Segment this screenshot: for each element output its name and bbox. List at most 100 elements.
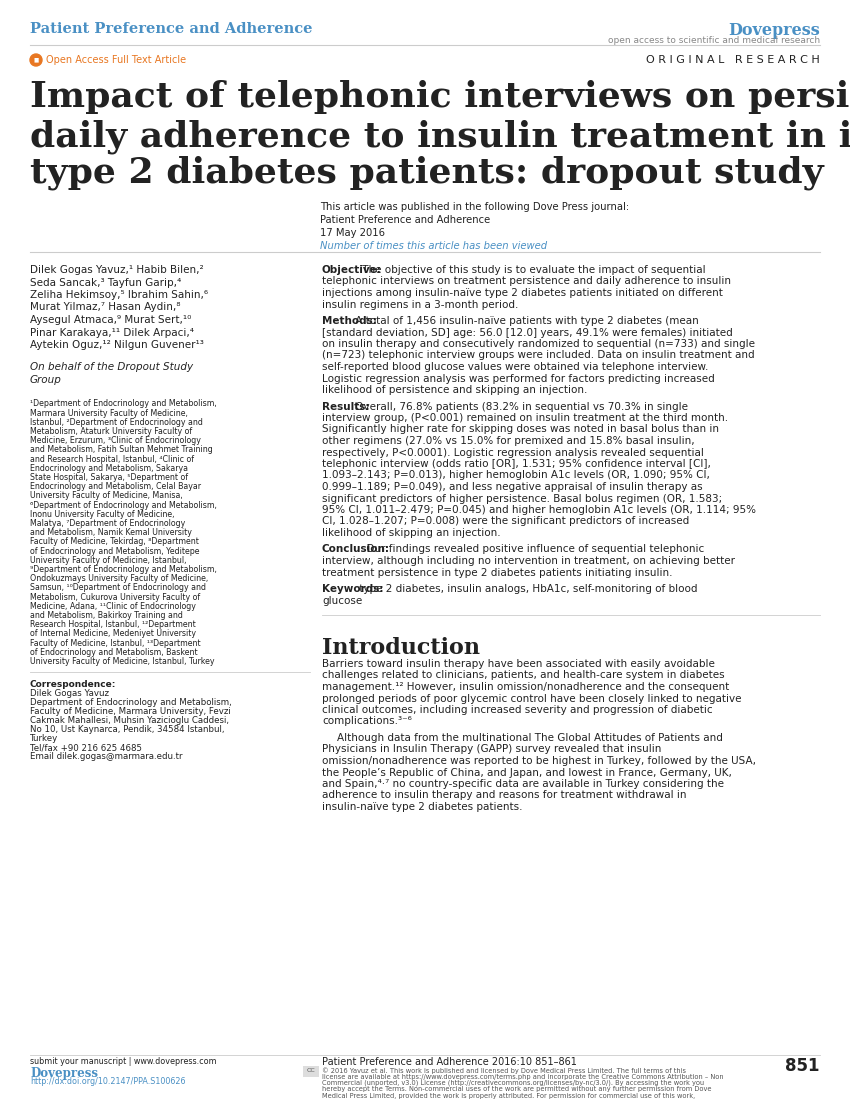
Text: Metabolism, Cukurova University Faculty of: Metabolism, Cukurova University Faculty … [30, 593, 201, 602]
Text: Ondokuzmays University Faculty of Medicine,: Ondokuzmays University Faculty of Medici… [30, 574, 208, 583]
Text: Seda Sancak,³ Tayfun Garip,⁴: Seda Sancak,³ Tayfun Garip,⁴ [30, 277, 181, 287]
Text: Istanbul, ²Department of Endocrinology and: Istanbul, ²Department of Endocrinology a… [30, 418, 203, 427]
Text: on insulin therapy and consecutively randomized to sequential (n=733) and single: on insulin therapy and consecutively ran… [322, 339, 755, 349]
Text: other regimens (27.0% vs 15.0% for premixed and 15.8% basal insulin,: other regimens (27.0% vs 15.0% for premi… [322, 436, 694, 446]
Text: Conclusion:: Conclusion: [322, 544, 390, 554]
Text: complications.³⁻⁶: complications.³⁻⁶ [322, 716, 412, 726]
Text: insulin regimens in a 3-month period.: insulin regimens in a 3-month period. [322, 299, 518, 309]
Text: Dilek Gogas Yavuz,¹ Habib Bilen,²: Dilek Gogas Yavuz,¹ Habib Bilen,² [30, 265, 204, 275]
Text: Logistic regression analysis was performed for factors predicting increased: Logistic regression analysis was perform… [322, 374, 715, 384]
Text: CI, 1.028–1.207; P=0.008) were the significant predictors of increased: CI, 1.028–1.207; P=0.008) were the signi… [322, 517, 689, 527]
Text: Cakmak Mahallesi, Muhsin Yazicioglu Caddesi,: Cakmak Mahallesi, Muhsin Yazicioglu Cadd… [30, 716, 229, 725]
Text: and Metabolism, Fatih Sultan Mehmet Training: and Metabolism, Fatih Sultan Mehmet Trai… [30, 446, 212, 454]
Text: University Faculty of Medicine, Manisa,: University Faculty of Medicine, Manisa, [30, 492, 183, 500]
Text: Metabolism, Ataturk University Faculty of: Metabolism, Ataturk University Faculty o… [30, 427, 192, 436]
Text: Correspondence:: Correspondence: [30, 680, 116, 690]
Text: Pinar Karakaya,¹¹ Dilek Arpaci,⁴: Pinar Karakaya,¹¹ Dilek Arpaci,⁴ [30, 328, 194, 338]
Text: State Hospital, Sakarya, ⁵Department of: State Hospital, Sakarya, ⁵Department of [30, 473, 188, 482]
Text: Significantly higher rate for skipping doses was noted in basal bolus than in: Significantly higher rate for skipping d… [322, 425, 719, 435]
Text: Dilek Gogas Yavuz: Dilek Gogas Yavuz [30, 690, 109, 698]
Text: injections among insulin-naïve type 2 diabetes patients initiated on different: injections among insulin-naïve type 2 di… [322, 288, 722, 298]
Text: ¹Department of Endocrinology and Metabolism,: ¹Department of Endocrinology and Metabol… [30, 399, 217, 408]
Text: license are available at https://www.dovepress.com/terms.php and incorporate the: license are available at https://www.dov… [322, 1074, 723, 1079]
Bar [303, 1066, 319, 1077]
Text: Dovepress: Dovepress [728, 22, 820, 38]
Text: telephonic interviews on treatment persistence and daily adherence to insulin: telephonic interviews on treatment persi… [322, 276, 731, 286]
Text: Number of times this article has been viewed: Number of times this article has been vi… [320, 241, 547, 251]
Text: Aytekin Oguz,¹² Nilgun Guvener¹³: Aytekin Oguz,¹² Nilgun Guvener¹³ [30, 340, 204, 350]
Text: Research Hospital, Istanbul, ¹²Department: Research Hospital, Istanbul, ¹²Departmen… [30, 620, 196, 629]
Text: © 2016 Yavuz et al. This work is published and licensed by Dove Medical Press Li: © 2016 Yavuz et al. This work is publish… [322, 1067, 686, 1074]
Text: glucose: glucose [322, 595, 362, 605]
Text: http://dx.doi.org/10.2147/PPA.S100626: http://dx.doi.org/10.2147/PPA.S100626 [30, 1077, 185, 1086]
Text: Patient Preference and Adherence: Patient Preference and Adherence [320, 214, 490, 225]
Text: Our findings revealed positive influence of sequential telephonic: Our findings revealed positive influence… [363, 544, 705, 554]
Text: ■: ■ [33, 57, 38, 63]
Text: Tel/fax +90 216 625 4685: Tel/fax +90 216 625 4685 [30, 744, 142, 752]
Text: No 10, Ust Kaynarca, Pendik, 34584 Istanbul,: No 10, Ust Kaynarca, Pendik, 34584 Istan… [30, 725, 224, 735]
Text: Endocrinology and Metabolism, Sakarya: Endocrinology and Metabolism, Sakarya [30, 464, 188, 473]
Text: (n=723) telephonic interview groups were included. Data on insulin treatment and: (n=723) telephonic interview groups were… [322, 351, 755, 361]
Text: Commercial (unported, v3.0) License (http://creativecommons.org/licenses/by-nc/3: Commercial (unported, v3.0) License (htt… [322, 1080, 704, 1087]
Text: of Endocrinology and Metabolism, Baskent: of Endocrinology and Metabolism, Baskent [30, 648, 197, 657]
Text: the People’s Republic of China, and Japan, and lowest in France, Germany, UK,: the People’s Republic of China, and Japa… [322, 768, 732, 778]
Text: respectively, P<0.0001). Logistic regression analysis revealed sequential: respectively, P<0.0001). Logistic regres… [322, 448, 704, 458]
Text: 17 May 2016: 17 May 2016 [320, 228, 385, 238]
Text: Samsun, ¹⁰Department of Endocrinology and: Samsun, ¹⁰Department of Endocrinology an… [30, 583, 206, 593]
Text: O R I G I N A L   R E S E A R C H: O R I G I N A L R E S E A R C H [646, 55, 820, 65]
Text: Marmara University Faculty of Medicine,: Marmara University Faculty of Medicine, [30, 409, 188, 418]
Text: Zeliha Hekimsoy,⁵ Ibrahim Sahin,⁶: Zeliha Hekimsoy,⁵ Ibrahim Sahin,⁶ [30, 290, 208, 300]
Text: University Faculty of Medicine, Istanbul,: University Faculty of Medicine, Istanbul… [30, 556, 186, 565]
Text: Dovepress: Dovepress [30, 1067, 98, 1080]
Text: adherence to insulin therapy and reasons for treatment withdrawal in: adherence to insulin therapy and reasons… [322, 791, 687, 801]
Text: clinical outcomes, including increased severity and progression of diabetic: clinical outcomes, including increased s… [322, 705, 712, 715]
Text: CC: CC [307, 1068, 315, 1074]
Text: Endocrinology and Metabolism, Celal Bayar: Endocrinology and Metabolism, Celal Baya… [30, 482, 201, 492]
Text: Medicine, Erzurum, ³Clinic of Endocrinology: Medicine, Erzurum, ³Clinic of Endocrinol… [30, 437, 201, 446]
Text: Department of Endocrinology and Metabolism,: Department of Endocrinology and Metaboli… [30, 698, 232, 707]
Circle shape [30, 54, 42, 66]
Text: On behalf of the Dropout Study: On behalf of the Dropout Study [30, 363, 193, 373]
Text: A total of 1,456 insulin-naïve patients with type 2 diabetes (mean: A total of 1,456 insulin-naïve patients … [352, 316, 699, 326]
Text: Group: Group [30, 375, 62, 385]
Text: significant predictors of higher persistence. Basal bolus regimen (OR, 1.583;: significant predictors of higher persist… [322, 494, 722, 504]
Text: challenges related to clinicians, patients, and health-care system in diabetes: challenges related to clinicians, patien… [322, 671, 724, 681]
Text: Faculty of Medicine, Marmara University, Fevzi: Faculty of Medicine, Marmara University,… [30, 707, 230, 716]
Text: Open Access Full Text Article: Open Access Full Text Article [46, 55, 186, 65]
Text: Inonu University Faculty of Medicine,: Inonu University Faculty of Medicine, [30, 510, 174, 519]
Text: Aysegul Atmaca,⁹ Murat Sert,¹⁰: Aysegul Atmaca,⁹ Murat Sert,¹⁰ [30, 315, 191, 324]
Text: management.¹² However, insulin omission/nonadherence and the consequent: management.¹² However, insulin omission/… [322, 682, 729, 692]
Text: Objective:: Objective: [322, 265, 382, 275]
Text: Barriers toward insulin therapy have been associated with easily avoidable: Barriers toward insulin therapy have bee… [322, 659, 715, 669]
Text: ⁶Department of Endocrinology and Metabolism,: ⁶Department of Endocrinology and Metabol… [30, 500, 217, 509]
Text: Faculty of Medicine, Tekirdag, ⁸Department: Faculty of Medicine, Tekirdag, ⁸Departme… [30, 538, 199, 547]
Text: 0.999–1.189; P=0.049), and less negative appraisal of insulin therapy as: 0.999–1.189; P=0.049), and less negative… [322, 482, 703, 492]
Text: daily adherence to insulin treatment in insulin-naïve: daily adherence to insulin treatment in … [30, 118, 850, 154]
Text: Introduction: Introduction [322, 637, 480, 659]
Text: type 2 diabetes, insulin analogs, HbA1c, self-monitoring of blood: type 2 diabetes, insulin analogs, HbA1c,… [356, 584, 697, 594]
Text: Results:: Results: [322, 402, 370, 411]
Text: 851: 851 [785, 1057, 820, 1075]
Text: Email dilek.gogas@marmara.edu.tr: Email dilek.gogas@marmara.edu.tr [30, 752, 183, 761]
Text: omission/nonadherence was reported to be highest in Turkey, followed by the USA,: omission/nonadherence was reported to be… [322, 756, 756, 766]
Text: self-reported blood glucose values were obtained via telephone interview.: self-reported blood glucose values were … [322, 362, 708, 372]
Text: of Endocrinology and Metabolism, Yeditepe: of Endocrinology and Metabolism, Yeditep… [30, 547, 200, 556]
Text: insulin-naïve type 2 diabetes patients.: insulin-naïve type 2 diabetes patients. [322, 802, 523, 812]
Text: Methods:: Methods: [322, 316, 377, 326]
Text: and Metabolism, Bakirkoy Training and: and Metabolism, Bakirkoy Training and [30, 612, 183, 620]
Text: open access to scientific and medical research: open access to scientific and medical re… [608, 36, 820, 45]
Text: and Spain,⁴·⁷ no country-specific data are available in Turkey considering the: and Spain,⁴·⁷ no country-specific data a… [322, 779, 724, 789]
Text: ⁹Department of Endocrinology and Metabolism,: ⁹Department of Endocrinology and Metabol… [30, 565, 217, 574]
Text: telephonic interview (odds ratio [OR], 1.531; 95% confidence interval [CI],: telephonic interview (odds ratio [OR], 1… [322, 459, 711, 469]
Text: Patient Preference and Adherence: Patient Preference and Adherence [30, 22, 313, 36]
Text: Medicine, Adana, ¹¹Clinic of Endocrinology: Medicine, Adana, ¹¹Clinic of Endocrinolo… [30, 602, 196, 610]
Text: Malatya, ⁷Department of Endocrinology: Malatya, ⁷Department of Endocrinology [30, 519, 185, 528]
Text: type 2 diabetes patients: dropout study: type 2 diabetes patients: dropout study [30, 156, 824, 190]
Text: This article was published in the following Dove Press journal:: This article was published in the follow… [320, 202, 629, 212]
Text: Although data from the multinational The Global Attitudes of Patients and: Although data from the multinational The… [337, 733, 722, 742]
Text: Faculty of Medicine, Istanbul, ¹³Department: Faculty of Medicine, Istanbul, ¹³Departm… [30, 639, 201, 648]
Text: [standard deviation, SD] age: 56.0 [12.0] years, 49.1% were females) initiated: [standard deviation, SD] age: 56.0 [12.0… [322, 328, 733, 338]
Text: 1.093–2.143; P=0.013), higher hemoglobin A1c levels (OR, 1.090; 95% CI,: 1.093–2.143; P=0.013), higher hemoglobin… [322, 471, 710, 481]
Text: treatment persistence in type 2 diabetes patients initiating insulin.: treatment persistence in type 2 diabetes… [322, 568, 672, 578]
Text: Murat Yilmaz,⁷ Hasan Aydin,⁸: Murat Yilmaz,⁷ Hasan Aydin,⁸ [30, 302, 180, 312]
